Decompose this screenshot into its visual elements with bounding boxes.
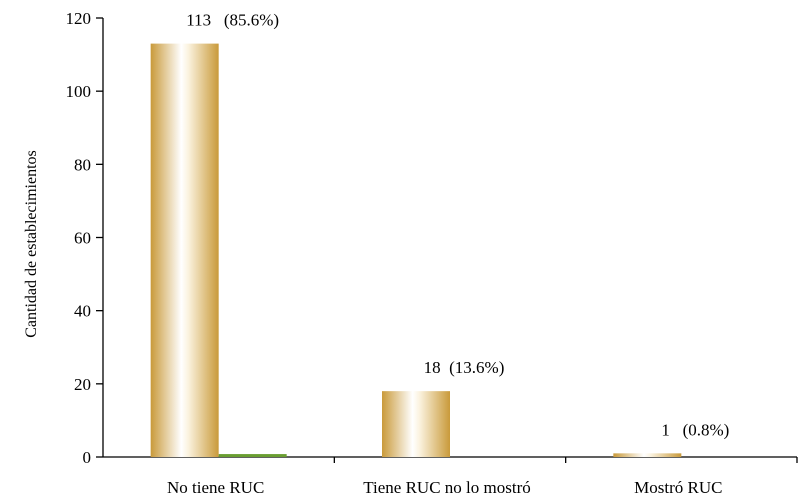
y-tick-label: 100 — [66, 82, 92, 101]
y-tick-label: 40 — [74, 302, 91, 321]
y-tick-label: 120 — [66, 9, 92, 28]
plot-area: 0 20 40 60 80 100 120 113 (85.6%) No tiene RUC 18… — [66, 9, 798, 497]
data-label: 113 (85.6%) — [186, 11, 279, 30]
y-tick-label: 0 — [83, 448, 92, 467]
y-tick-label: 20 — [74, 375, 91, 394]
x-tick-label: No tiene RUC — [167, 478, 264, 497]
bar-gold — [150, 43, 219, 457]
y-tick-label: 80 — [74, 155, 91, 174]
y-tick-label: 60 — [74, 229, 91, 248]
x-tick-label: Tiene RUC no lo mostró — [363, 478, 531, 497]
y-axis-label: Cantidad de establecimientos — [23, 150, 40, 338]
bar-gold — [613, 453, 682, 457]
data-label: 18 (13.6%) — [424, 358, 505, 377]
bar-green — [218, 454, 287, 457]
x-tick-label: Mostró RUC — [634, 478, 722, 497]
data-label: 1 (0.8%) — [661, 420, 729, 439]
bar-gold — [382, 391, 450, 457]
